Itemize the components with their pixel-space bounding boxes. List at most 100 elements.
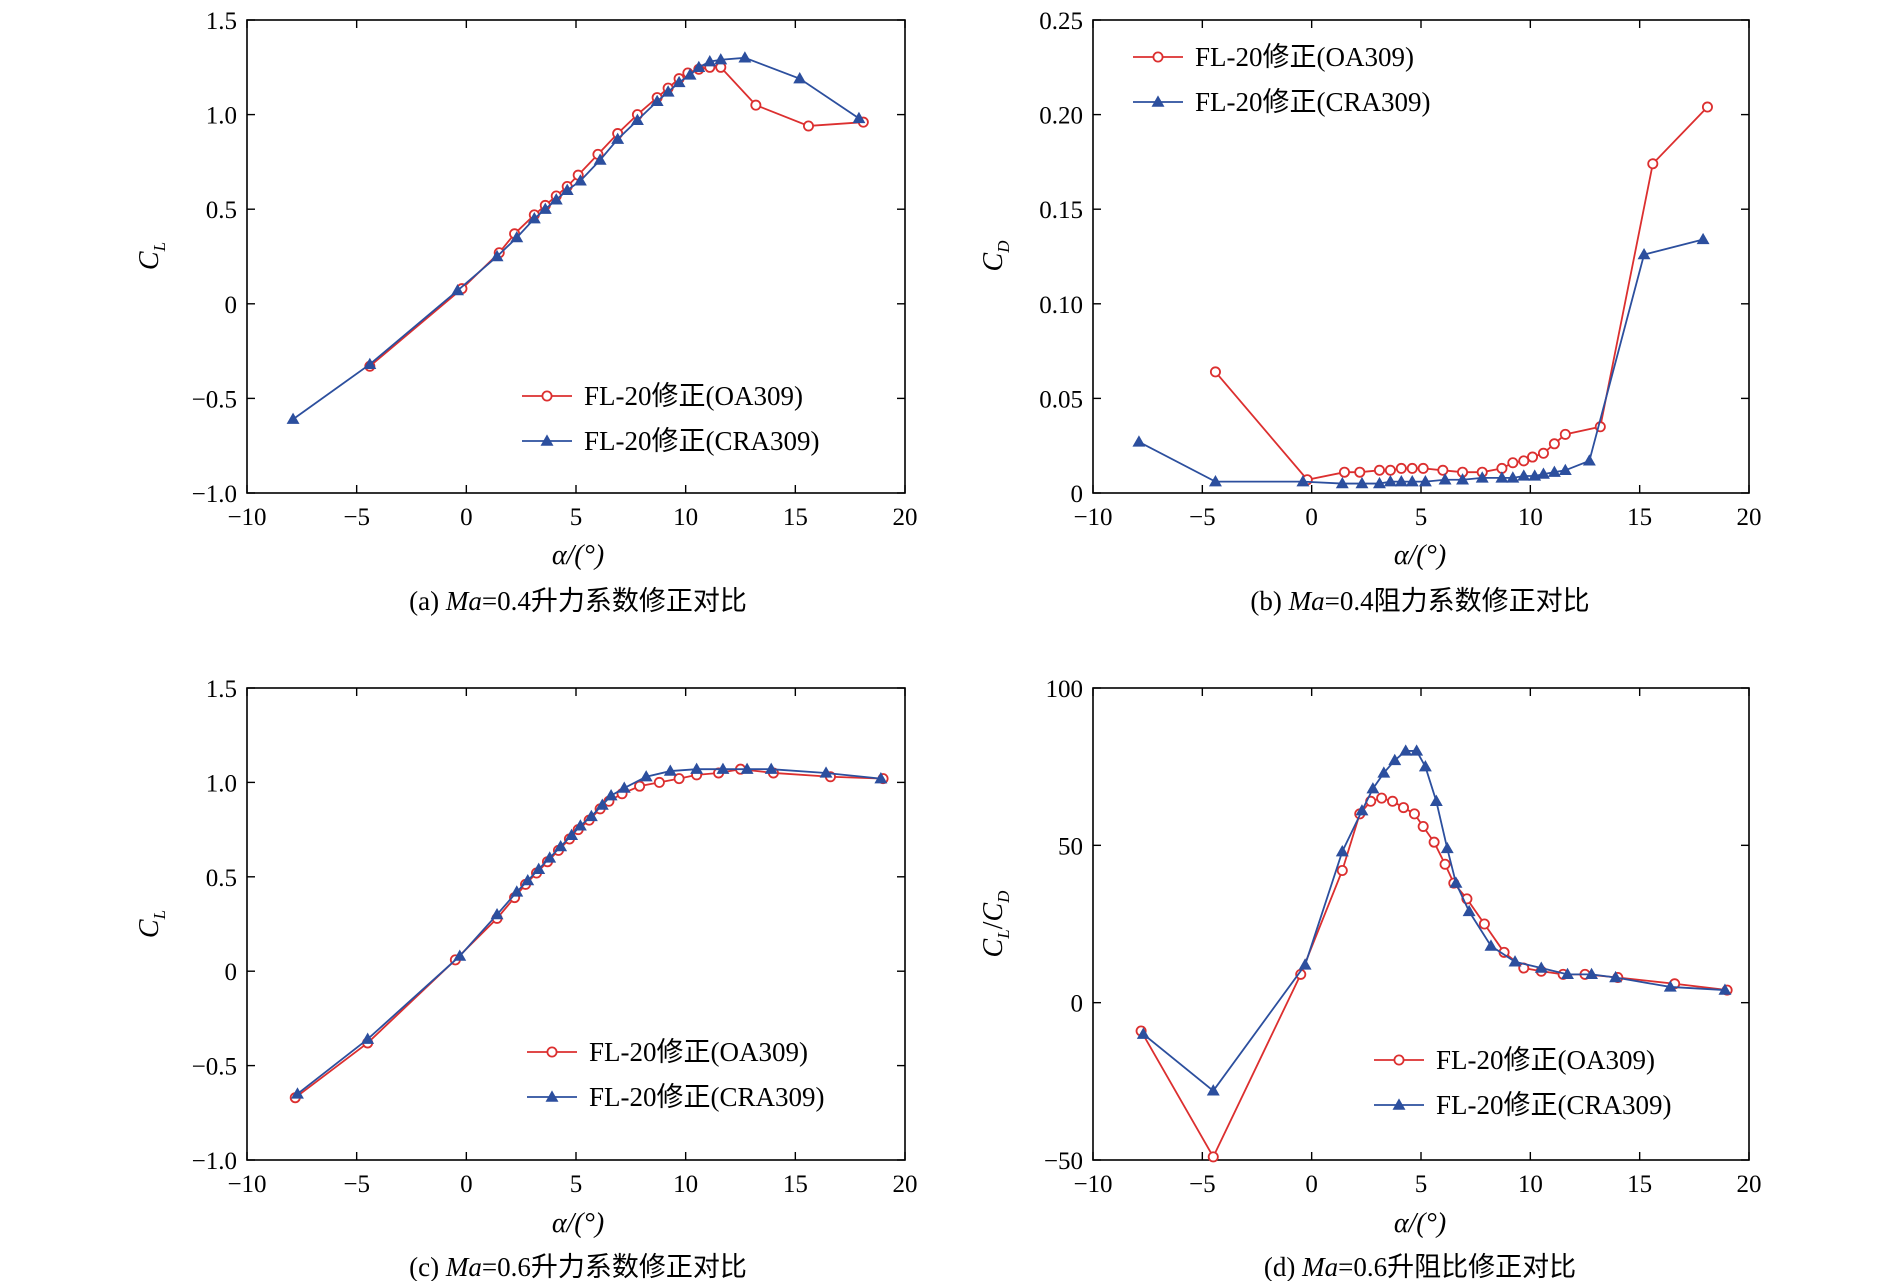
data-point bbox=[819, 766, 833, 778]
y-tick-label: 0.10 bbox=[1039, 292, 1083, 319]
legend: FL-20修正(OA309) FL-20修正(CRA309) bbox=[527, 1037, 825, 1112]
y-tick-label: 1.0 bbox=[206, 103, 237, 130]
data-point bbox=[1548, 438, 1560, 450]
data-point bbox=[1209, 366, 1221, 378]
x-tick-label: 15 bbox=[1627, 1171, 1652, 1198]
series-cra309 bbox=[1132, 232, 1710, 489]
legend-marker bbox=[546, 1046, 558, 1058]
x-tick-label: −10 bbox=[227, 504, 266, 531]
legend-marker bbox=[1392, 1098, 1406, 1110]
data-point bbox=[1637, 248, 1651, 260]
data-point bbox=[1507, 457, 1519, 469]
y-axis-title: CL/CD bbox=[978, 890, 1013, 958]
x-tick-label: 15 bbox=[783, 1171, 808, 1198]
x-tick-label: −10 bbox=[1073, 504, 1112, 531]
data-point bbox=[1398, 802, 1410, 814]
data-point bbox=[1207, 1151, 1219, 1163]
data-point bbox=[363, 357, 377, 370]
data-point bbox=[1582, 454, 1596, 466]
data-point bbox=[1383, 475, 1397, 487]
data-point bbox=[1208, 475, 1222, 487]
y-tick-label: 0 bbox=[1071, 991, 1084, 1018]
y-tick-label: −0.5 bbox=[192, 386, 237, 413]
series-line bbox=[1138, 238, 1704, 485]
data-point bbox=[1527, 451, 1539, 463]
y-tick-label: 100 bbox=[1046, 676, 1084, 703]
data-point bbox=[1388, 753, 1402, 766]
data-point bbox=[1561, 967, 1574, 980]
y-axis-title-sub: D bbox=[994, 240, 1013, 254]
data-point bbox=[1417, 820, 1429, 832]
legend-marker bbox=[1152, 51, 1164, 63]
y-tick-label: 0.25 bbox=[1039, 8, 1083, 35]
y-axis-title-sub: L bbox=[150, 910, 169, 920]
data-point bbox=[661, 85, 675, 97]
data-point bbox=[527, 212, 541, 224]
y-axis-title-main: C bbox=[978, 252, 1009, 271]
x-tick-label: 10 bbox=[1518, 1171, 1543, 1198]
x-tick-label: −5 bbox=[343, 1171, 370, 1198]
x-tick-label: 5 bbox=[570, 504, 583, 531]
y-tick-label: 0.05 bbox=[1039, 386, 1083, 413]
data-point bbox=[1506, 471, 1520, 483]
y-axis-title: CD bbox=[978, 240, 1013, 272]
legend: FL-20修正(OA309) FL-20修正(CRA309) bbox=[1374, 1045, 1672, 1120]
x-tick-label: 15 bbox=[783, 504, 808, 531]
data-point bbox=[543, 851, 557, 863]
data-point bbox=[703, 55, 717, 67]
data-point bbox=[1408, 808, 1420, 820]
data-point bbox=[1508, 955, 1522, 967]
legend-marker bbox=[1393, 1054, 1405, 1066]
data-point bbox=[1609, 970, 1623, 983]
panel-caption: (b) Ma=0.4阻力系数修正对比 bbox=[1250, 586, 1589, 616]
data-point bbox=[852, 111, 866, 124]
data-point bbox=[1478, 918, 1490, 930]
series-oa309 bbox=[1209, 101, 1713, 486]
data-point bbox=[874, 772, 888, 784]
data-point bbox=[538, 202, 552, 214]
data-point bbox=[683, 68, 697, 80]
data-point bbox=[1417, 462, 1429, 474]
x-tick-label: 20 bbox=[1737, 504, 1762, 531]
data-point bbox=[1559, 428, 1571, 440]
x-tick-label: 10 bbox=[1518, 504, 1543, 531]
legend-label: FL-20修正(OA309) bbox=[1436, 1045, 1655, 1075]
x-tick-label: 0 bbox=[1305, 504, 1318, 531]
data-point bbox=[1440, 841, 1454, 854]
y-tick-label: 50 bbox=[1058, 833, 1083, 860]
data-point bbox=[1438, 473, 1452, 485]
data-point bbox=[521, 873, 535, 886]
data-point bbox=[1462, 904, 1476, 917]
y-axis-title-sub: L bbox=[150, 242, 169, 252]
series-line bbox=[369, 66, 864, 367]
data-point bbox=[595, 798, 609, 810]
data-point bbox=[611, 132, 625, 144]
data-point bbox=[1335, 476, 1349, 489]
data-point bbox=[672, 75, 686, 88]
data-point bbox=[1696, 232, 1710, 245]
data-point bbox=[1335, 845, 1349, 857]
y-axis-title-sub: L bbox=[994, 929, 1013, 939]
panel-caption: (a) Ma=0.4升力系数修正对比 bbox=[409, 586, 747, 616]
data-point bbox=[1449, 876, 1463, 888]
data-point bbox=[1663, 980, 1677, 992]
data-point bbox=[1394, 475, 1408, 487]
data-point bbox=[1399, 744, 1413, 756]
caption-prefix: (a) bbox=[409, 586, 446, 616]
data-point bbox=[593, 153, 607, 165]
y-axis-title-slash: / bbox=[978, 921, 1009, 929]
data-point bbox=[630, 113, 644, 125]
y-axis-title: CL bbox=[134, 910, 169, 938]
caption-rest: =0.4升力系数修正对比 bbox=[482, 586, 747, 616]
data-point bbox=[604, 789, 618, 801]
y-tick-label: 0.15 bbox=[1039, 197, 1083, 224]
data-point bbox=[1405, 475, 1419, 487]
x-tick-label: −10 bbox=[227, 1171, 266, 1198]
data-point bbox=[1418, 475, 1432, 487]
data-point bbox=[1410, 744, 1424, 756]
chart-panel-b: −10 −5 0 5 10 15 20 0 0.05 0.10 0.15 0.20 0.25 α/(°) C… bbox=[978, 8, 1762, 616]
x-tick-label: 0 bbox=[460, 1171, 473, 1198]
data-point bbox=[764, 762, 778, 774]
series-line bbox=[1214, 106, 1709, 481]
data-point bbox=[451, 283, 465, 296]
